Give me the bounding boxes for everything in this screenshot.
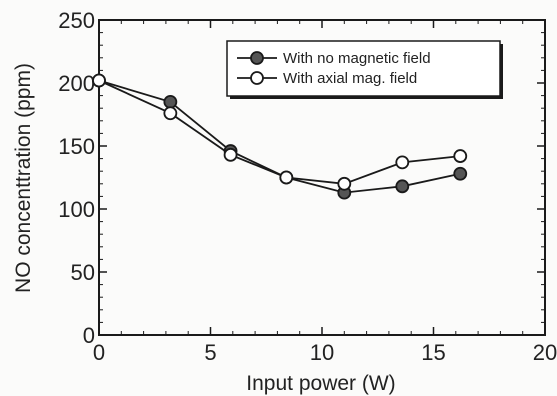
x-tick-label: 20 <box>533 340 557 365</box>
y-axis-title: NO concenttration (ppm) <box>12 63 35 293</box>
legend-marker <box>250 71 264 85</box>
data-point <box>279 170 294 185</box>
y-tick-label: 100 <box>58 197 95 222</box>
x-tick-label: 15 <box>421 340 445 365</box>
legend-label: With axial mag. field <box>283 70 417 87</box>
x-axis-title: Input power (W) <box>246 372 395 395</box>
data-point <box>92 73 106 88</box>
legend-marker <box>250 51 264 65</box>
x-tick-label: 5 <box>204 340 216 365</box>
data-point <box>395 155 410 170</box>
legend: With no magnetic field With axial mag. fi… <box>226 40 503 99</box>
y-tick-label: 150 <box>58 134 95 159</box>
y-tick-label: 250 <box>58 8 95 33</box>
data-point <box>337 176 352 191</box>
series-2 <box>92 73 468 191</box>
data-point <box>395 179 410 194</box>
data-point <box>453 149 468 163</box>
legend-box <box>226 40 501 97</box>
data-point <box>163 95 178 109</box>
x-tick-label: 0 <box>93 340 105 365</box>
axis-titles: Input power (W) NO concenttration (ppm) <box>12 63 396 395</box>
series-layer <box>92 73 468 200</box>
data-point <box>163 106 178 121</box>
y-tick-label: 0 <box>83 323 95 348</box>
y-tick-label: 50 <box>71 260 95 285</box>
x-tick-label: 10 <box>310 340 334 365</box>
data-point <box>223 147 238 162</box>
legend-label: With no magnetic field <box>283 50 431 67</box>
y-tick-label: 200 <box>58 71 95 96</box>
data-point <box>453 166 468 181</box>
